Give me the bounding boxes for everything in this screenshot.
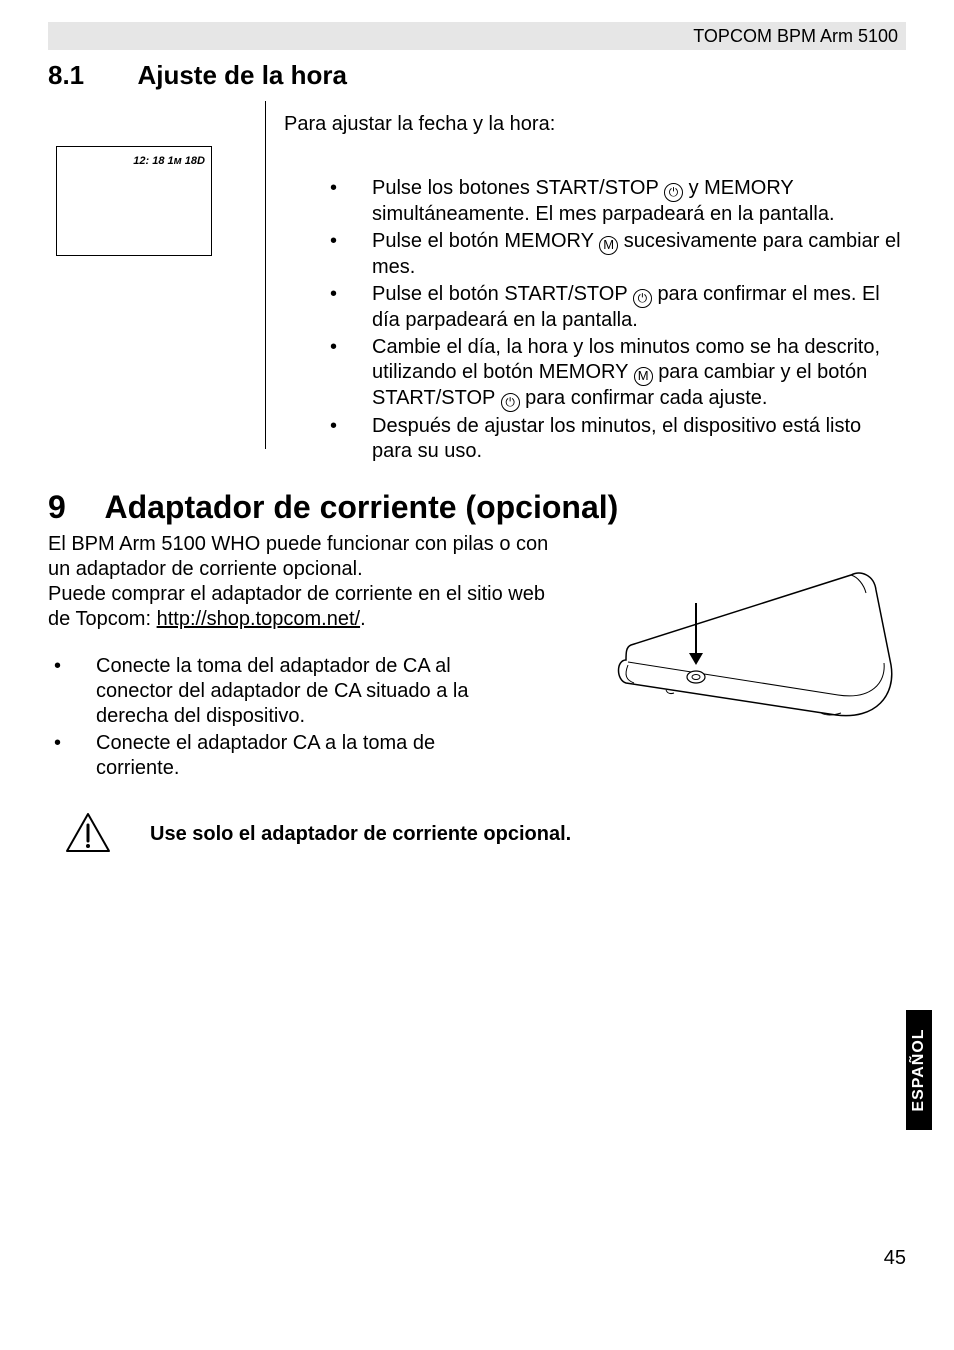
- list-item: Después de ajustar los minutos, el dispo…: [324, 414, 906, 464]
- power-icon: ⏻: [501, 393, 520, 412]
- section-9-paragraph: El BPM Arm 5100 WHO puede funcionar con …: [48, 532, 568, 632]
- section-8-1-heading: 8.1 Ajuste de la hora: [48, 60, 906, 91]
- list-item: Conecte la toma del adaptador de CA al c…: [48, 654, 518, 729]
- list-item: Conecte el adaptador CA a la toma de cor…: [48, 731, 518, 781]
- list-item: Pulse los botones START/STOP ⏻ y MEMORY …: [324, 176, 906, 227]
- product-name: TOPCOM BPM Arm 5100: [693, 26, 898, 46]
- device-illustration: [606, 565, 906, 735]
- step-text: Conecte el adaptador CA a la toma de cor…: [96, 732, 435, 779]
- language-tab: ESPAÑOL: [906, 1010, 932, 1130]
- memory-icon: M: [634, 367, 653, 386]
- para-text: .: [360, 608, 366, 630]
- header-bar: TOPCOM BPM Arm 5100: [48, 22, 906, 50]
- section-title: Adaptador de corriente (opcional): [104, 489, 618, 526]
- warning-row: Use solo el adaptador de corriente opcio…: [48, 811, 906, 859]
- warning-icon: [64, 811, 112, 855]
- step-text: Conecte la toma del adaptador de CA al c…: [96, 655, 468, 727]
- step-text: para confirmar cada ajuste.: [525, 387, 767, 409]
- memory-icon: M: [599, 236, 618, 255]
- list-item: Pulse el botón MEMORY M sucesivamente pa…: [324, 229, 906, 280]
- list-item: Pulse el botón START/STOP ⏻ para confirm…: [324, 282, 906, 333]
- page-root: TOPCOM BPM Arm 5100 8.1 Ajuste de la hor…: [0, 0, 954, 1350]
- section-title: Ajuste de la hora: [137, 60, 347, 91]
- section-number: 9: [48, 489, 100, 526]
- list-item: Cambie el día, la hora y los minutos com…: [324, 335, 906, 412]
- lcd-display-illustration: 12: 18 1м 18D: [56, 146, 212, 256]
- warning-text: Use solo el adaptador de corriente opcio…: [150, 823, 571, 846]
- power-icon: ⏻: [664, 183, 683, 202]
- vertical-divider: [265, 101, 266, 449]
- content-area: 8.1 Ajuste de la hora 12: 18 1м 18D Para…: [48, 60, 906, 859]
- power-icon: ⏻: [633, 289, 652, 308]
- step-text: Pulse los botones START/STOP: [372, 177, 664, 199]
- time-steps-list: Pulse los botones START/STOP ⏻ y MEMORY …: [284, 176, 906, 466]
- step-text: Después de ajustar los minutos, el dispo…: [372, 415, 861, 462]
- page-number: 45: [884, 1247, 906, 1270]
- language-label: ESPAÑOL: [910, 1028, 928, 1111]
- section-9-heading: 9 Adaptador de corriente (opcional): [48, 489, 906, 526]
- section-number: 8.1: [48, 60, 133, 91]
- step-text: Pulse el botón START/STOP: [372, 283, 633, 305]
- step-text: Pulse el botón MEMORY: [372, 230, 599, 252]
- para-text: El BPM Arm 5100 WHO puede funcionar con …: [48, 533, 548, 580]
- shop-link[interactable]: http://shop.topcom.net/: [157, 608, 360, 630]
- intro-text: Para ajustar la fecha y la hora:: [284, 113, 555, 136]
- lcd-display-text: 12: 18 1м 18D: [57, 155, 205, 167]
